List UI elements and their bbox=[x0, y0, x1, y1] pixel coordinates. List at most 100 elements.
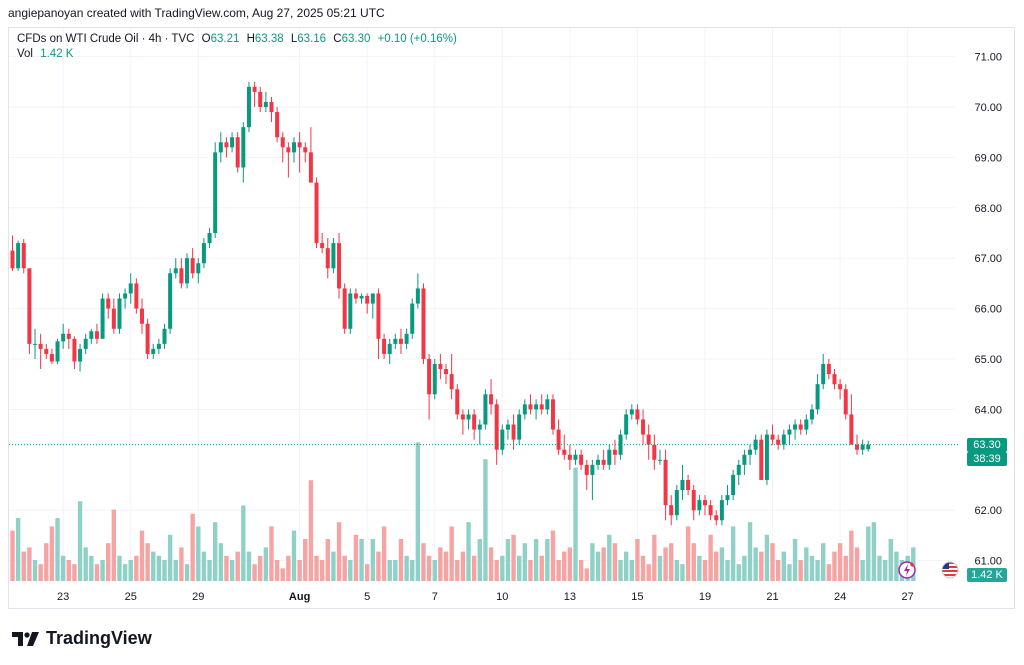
candle bbox=[719, 495, 724, 526]
volume-bar bbox=[736, 564, 741, 581]
volume-bar bbox=[443, 551, 449, 581]
candle bbox=[286, 142, 291, 178]
us-flag-icon[interactable] bbox=[941, 561, 959, 579]
chart-frame bbox=[8, 27, 1015, 609]
lightning-icon[interactable] bbox=[898, 561, 916, 579]
symbol-title[interactable]: CFDs on WTI Crude Oil · 4h · TVC bbox=[17, 33, 195, 45]
volume-bar bbox=[483, 459, 488, 581]
candle bbox=[781, 429, 786, 450]
volume-bar bbox=[623, 551, 629, 581]
candle-body bbox=[477, 424, 482, 430]
volume-bar bbox=[201, 551, 207, 581]
candle bbox=[117, 293, 122, 334]
candle bbox=[562, 434, 567, 460]
candle bbox=[258, 86, 263, 113]
candle bbox=[398, 328, 403, 354]
candle-body bbox=[759, 439, 764, 480]
volume-bar bbox=[522, 543, 528, 581]
volume-bar bbox=[325, 539, 330, 581]
candle-body bbox=[207, 233, 212, 244]
volume-bar bbox=[680, 564, 685, 581]
volume-bar bbox=[83, 547, 88, 581]
candle bbox=[128, 273, 133, 304]
volume-bar bbox=[303, 539, 308, 581]
candle-body bbox=[72, 338, 77, 362]
volume-value: 1.42 K bbox=[40, 48, 74, 60]
candle bbox=[849, 394, 854, 445]
volume-bar bbox=[10, 530, 15, 581]
candle-body bbox=[669, 505, 674, 516]
candle-body bbox=[505, 424, 510, 430]
candle bbox=[168, 268, 173, 334]
candle-body bbox=[855, 444, 859, 450]
volume-bar bbox=[426, 555, 432, 581]
countdown-tag: 38:39 bbox=[967, 452, 1007, 466]
candle-body bbox=[466, 414, 471, 420]
candle-body bbox=[714, 515, 719, 521]
brand-footer[interactable]: TradingView bbox=[12, 628, 152, 649]
candle-body bbox=[258, 91, 263, 107]
candle-body bbox=[173, 268, 178, 274]
candle bbox=[798, 419, 803, 435]
volume-bar bbox=[145, 543, 150, 581]
candle-body bbox=[584, 464, 589, 475]
volume-bar bbox=[702, 560, 708, 581]
volume-bar bbox=[781, 551, 787, 581]
candle bbox=[106, 293, 111, 319]
candle bbox=[331, 238, 336, 274]
candle-body bbox=[573, 454, 578, 460]
candle-body bbox=[494, 404, 499, 450]
candle bbox=[179, 258, 184, 289]
candle bbox=[596, 454, 601, 470]
candle-body bbox=[455, 389, 460, 415]
candle bbox=[94, 323, 99, 344]
candle-body bbox=[460, 414, 465, 420]
volume-bar bbox=[438, 547, 443, 581]
candle bbox=[145, 318, 150, 359]
candle-body bbox=[393, 338, 398, 344]
candle-body bbox=[246, 86, 251, 128]
candle-body bbox=[472, 414, 477, 430]
candle-body bbox=[809, 409, 814, 420]
candle bbox=[393, 333, 398, 349]
candle bbox=[725, 485, 730, 506]
candle bbox=[387, 338, 392, 365]
volume-bar bbox=[466, 522, 471, 581]
volume-bar bbox=[669, 543, 674, 581]
candle bbox=[804, 414, 809, 435]
candle bbox=[545, 394, 550, 415]
candle-body bbox=[860, 444, 865, 450]
volume-bar bbox=[263, 547, 269, 581]
volume-bar bbox=[381, 526, 387, 581]
candle-body bbox=[94, 331, 99, 339]
volume-bar bbox=[719, 547, 725, 581]
change-value: +0.10 (+0.16%) bbox=[377, 33, 457, 45]
volume-bar bbox=[353, 534, 359, 581]
candle-body bbox=[27, 268, 32, 344]
volume-bar bbox=[246, 551, 252, 581]
volume-bar bbox=[663, 547, 668, 581]
candle-body bbox=[280, 137, 285, 148]
candle-body bbox=[325, 248, 330, 269]
volume-bar bbox=[764, 534, 770, 581]
high-label: H bbox=[246, 33, 255, 45]
candle bbox=[708, 500, 713, 521]
candle-body bbox=[646, 434, 651, 445]
candle bbox=[641, 409, 646, 445]
candle bbox=[365, 293, 370, 314]
volume-bar bbox=[139, 530, 145, 581]
candle-body bbox=[483, 394, 488, 425]
candle bbox=[207, 227, 212, 249]
volume-bar bbox=[190, 513, 195, 581]
y-tick-label: 62.00 bbox=[974, 505, 1002, 517]
candle-body bbox=[849, 414, 854, 445]
volume-bar bbox=[455, 560, 460, 581]
candle-body bbox=[128, 283, 133, 294]
volume-bar bbox=[207, 560, 212, 581]
candle bbox=[376, 288, 381, 359]
volume-bar bbox=[685, 526, 691, 581]
volume-bar bbox=[471, 555, 477, 581]
candle bbox=[201, 238, 206, 269]
candle-body bbox=[83, 338, 88, 349]
